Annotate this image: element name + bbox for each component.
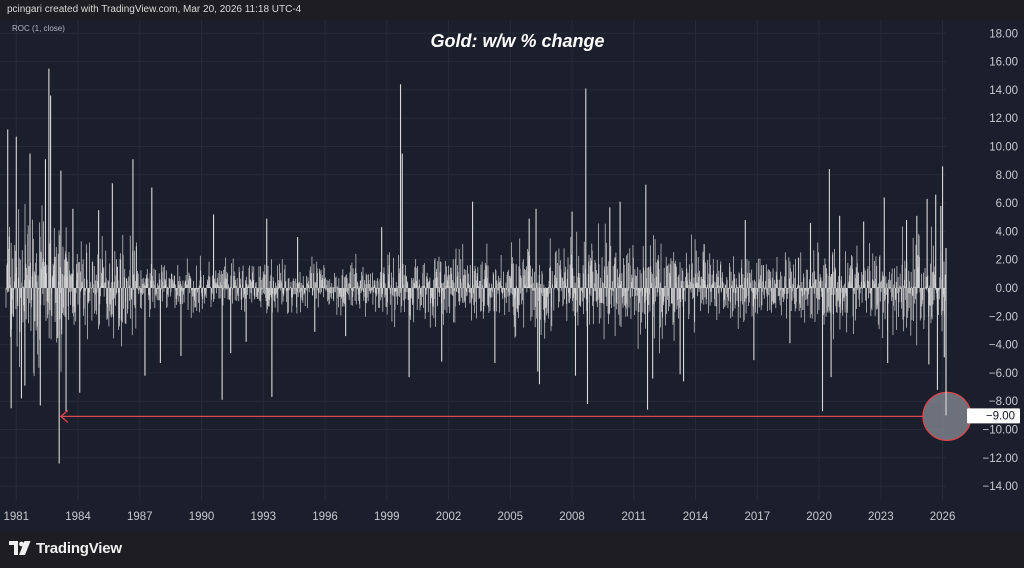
x-tick-label: 1981 bbox=[3, 511, 29, 523]
x-tick-label: 2020 bbox=[806, 511, 832, 523]
y-tick-label: 2.00 bbox=[996, 255, 1018, 267]
attribution-header: pcingari created with TradingView.com, M… bbox=[0, 0, 1024, 20]
y-tick-label: 14.00 bbox=[989, 85, 1018, 97]
x-tick-label: 2005 bbox=[498, 511, 524, 523]
y-tick-label: −4.00 bbox=[989, 340, 1018, 352]
attribution-text: pcingari created with TradingView.com, M… bbox=[7, 4, 302, 15]
tradingview-logo[interactable]: TradingView bbox=[9, 538, 122, 558]
x-tick-label: 2017 bbox=[745, 511, 771, 523]
y-tick-label: −14.00 bbox=[983, 481, 1019, 493]
y-tick-label: 18.00 bbox=[989, 28, 1018, 40]
price-tag bbox=[967, 408, 1020, 424]
x-tick-label: 1990 bbox=[189, 511, 215, 523]
x-tick-label: 2023 bbox=[868, 511, 894, 523]
x-tick-label: 2002 bbox=[436, 511, 462, 523]
x-tick-label: 1993 bbox=[251, 511, 277, 523]
x-tick-label: 1996 bbox=[312, 511, 338, 523]
tradingview-logo-icon bbox=[9, 541, 31, 555]
footer: TradingView bbox=[0, 532, 1024, 568]
y-tick-label: 4.00 bbox=[996, 226, 1018, 238]
chart-panel[interactable]: 18.00 16.00 14.00 12.00 10.00 8.00 6.00 4.00 2.0… bbox=[0, 20, 1024, 532]
y-tick-label: −6.00 bbox=[989, 368, 1018, 380]
annotation-arrow-head bbox=[59, 409, 69, 423]
y-tick-label: 8.00 bbox=[996, 170, 1018, 182]
roc-chart[interactable]: 18.00 16.00 14.00 12.00 10.00 8.00 6.00 4.00 2.0… bbox=[0, 20, 1024, 532]
x-tick-label: 2026 bbox=[930, 511, 956, 523]
x-tick-label: 1984 bbox=[65, 511, 91, 523]
x-tick-label: 2008 bbox=[559, 511, 585, 523]
x-tick-label: 1999 bbox=[374, 511, 400, 523]
y-tick-label: 12.00 bbox=[989, 113, 1018, 125]
x-tick-label: 1987 bbox=[127, 511, 153, 523]
x-tick-label: 2014 bbox=[683, 511, 709, 523]
price-tag-label: −9.00 bbox=[986, 410, 1015, 422]
x-tick-label: 2011 bbox=[621, 511, 646, 523]
y-tick-label: 16.00 bbox=[989, 57, 1018, 69]
chart-title: Gold: w/w % change bbox=[430, 31, 605, 51]
y-tick-label: 10.00 bbox=[989, 142, 1018, 154]
tradingview-logo-text: TradingView bbox=[36, 539, 122, 557]
y-tick-label: −12.00 bbox=[983, 453, 1019, 465]
y-tick-label: 0.00 bbox=[996, 283, 1018, 295]
indicator-label: ROC (1, close) bbox=[12, 24, 65, 33]
y-tick-label: −8.00 bbox=[989, 396, 1018, 408]
annotation-circle bbox=[922, 391, 972, 442]
y-tick-label: −10.00 bbox=[983, 425, 1019, 437]
y-tick-label: 6.00 bbox=[996, 198, 1018, 210]
y-tick-label: −2.00 bbox=[989, 311, 1018, 323]
